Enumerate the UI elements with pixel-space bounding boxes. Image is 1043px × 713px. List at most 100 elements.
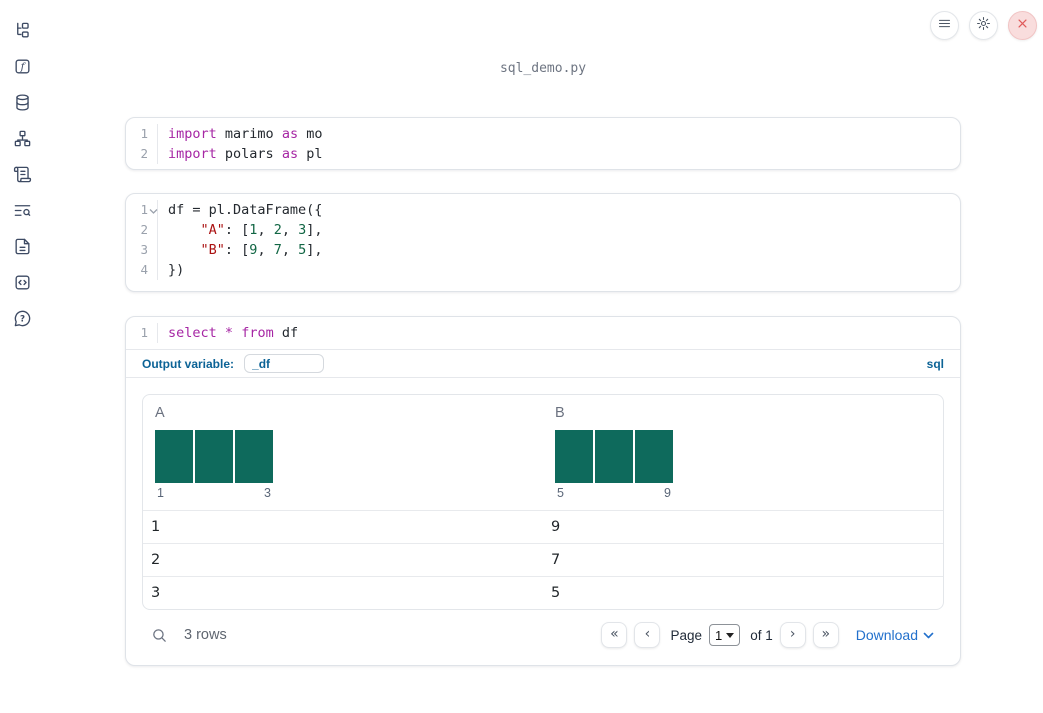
sql-editor[interactable]: 1 select * from df [126,317,960,349]
documentation-icon [13,237,32,261]
column-histogram-a [155,430,273,483]
sidebar-item-datasources[interactable] [10,93,34,117]
tick-min: 5 [557,486,564,500]
column-histogram-b [555,430,673,483]
table-cell: 5 [551,585,561,601]
sidebar: f [0,0,44,713]
code-editor[interactable]: 1 2 3 4 df = pl.DataFrame({ "A": [1, 2, … [126,194,960,286]
code-content[interactable]: select * from df [158,323,960,343]
line-number: 4 [140,262,148,277]
shutdown-button[interactable] [1008,11,1037,40]
line-number-gutter: 1 2 3 4 [126,200,158,280]
code-content[interactable]: df = pl.DataFrame({ "A": [1, 2, 3], "B":… [158,200,960,280]
sql-cell[interactable]: 1 select * from df Output variable: sql … [125,316,961,666]
logs-search-icon [13,201,32,225]
column-header-b[interactable]: B 5 9 [543,395,943,510]
line-number-text: 1 [140,202,148,217]
sidebar-item-scratchpad[interactable] [10,165,34,189]
fold-chevron-icon[interactable] [149,208,158,215]
code-line: import marimo as mo [168,126,323,142]
histogram-ticks: 5 9 [555,486,673,500]
table-header-row: A 1 3 B 5 9 [143,395,943,510]
language-badge[interactable]: sql [926,356,944,371]
output-variable-label: Output variable: [142,356,235,371]
file-tree-icon [13,21,32,45]
first-page-button[interactable]: « [601,622,628,648]
prev-page-button[interactable]: ‹ [634,622,661,648]
code-cell-dataframe[interactable]: 1 2 3 4 df = pl.DataFrame({ "A": [1, 2, … [125,193,961,292]
select-arrow-icon [726,632,735,638]
row-count-group: 3 rows [151,627,227,644]
table-footer: 3 rows « ‹ Page 1 of 1 › » Download [142,610,944,648]
tick-max: 3 [264,486,271,500]
download-label: Download [855,627,918,643]
notebook-filename: sql_demo.py [499,61,587,76]
dependency-graph-icon [13,129,32,153]
code-line: "B": [9, 7, 5], [200,242,323,258]
menu-icon [937,16,952,36]
snippets-code-icon [13,273,32,297]
code-line: select * from df [168,325,299,341]
column-header-a[interactable]: A 1 3 [143,395,543,510]
sql-output: A 1 3 B 5 9 1 9 [126,378,960,664]
dataframe-table: A 1 3 B 5 9 1 9 [142,394,944,610]
row-count-label: 3 rows [184,627,227,643]
line-number-gutter: 1 [126,323,158,343]
line-number: 1 [140,325,148,340]
settings-button[interactable] [969,11,998,40]
sidebar-item-file-tree[interactable] [10,21,34,45]
cell-divider [126,349,960,350]
search-icon[interactable] [151,627,168,644]
scratchpad-scroll-icon [13,165,32,189]
tick-min: 1 [157,486,164,500]
tick-max: 9 [664,486,671,500]
code-editor[interactable]: 1 2 import marimo as mo import polars as… [126,118,960,170]
sidebar-item-logs[interactable] [10,201,34,225]
table-cell: 1 [151,519,161,535]
table-row: 3 5 [143,576,943,609]
line-number: 3 [140,242,148,257]
sidebar-item-functions[interactable]: f [10,57,34,81]
notebook-menu-button[interactable] [930,11,959,40]
code-line: import polars as pl [168,146,323,162]
sidebar-item-help[interactable]: ? [10,309,34,333]
svg-text:?: ? [19,315,24,325]
output-variable-input[interactable] [244,354,325,373]
last-page-button[interactable]: » [812,622,839,648]
code-content[interactable]: import marimo as mo import polars as pl [158,124,960,164]
sidebar-item-documentation[interactable] [10,237,34,261]
output-variable-row: Output variable: sql [126,350,960,377]
close-icon [1015,16,1030,36]
code-line: "A": [1, 2, 3], [200,222,323,238]
pagination: « ‹ Page 1 of 1 › » Download [601,622,934,648]
cell-divider [126,377,960,378]
column-name: B [555,405,565,421]
code-cell-imports[interactable]: 1 2 import marimo as mo import polars as… [125,117,961,170]
code-line: df = pl.DataFrame({ [168,202,323,218]
chevron-left-icon: ‹ [644,626,651,642]
database-icon [13,93,32,117]
download-button[interactable]: Download [856,627,934,643]
sidebar-item-dependencies[interactable] [10,129,34,153]
table-cell: 3 [151,585,161,601]
histogram-ticks: 1 3 [155,486,273,500]
table-cell: 9 [551,519,561,535]
double-chevron-left-icon: « [610,626,619,642]
table-row: 2 7 [143,543,943,576]
table-cell: 2 [151,552,161,568]
line-number: 2 [140,146,148,161]
functions-icon: f [13,57,32,81]
sidebar-item-snippets[interactable] [10,273,34,297]
code-line: }) [168,262,185,278]
line-number-gutter: 1 2 [126,124,158,164]
table-cell: 7 [551,552,561,568]
page-label: Page [670,627,702,643]
next-page-button[interactable]: › [779,622,806,648]
table-row: 1 9 [143,510,943,543]
line-number: 1 [126,200,158,220]
settings-gear-icon [976,16,991,36]
page-select[interactable]: 1 [708,624,741,646]
help-icon: ? [13,309,32,333]
chevron-right-icon: › [789,626,796,642]
double-chevron-right-icon: » [821,626,831,642]
